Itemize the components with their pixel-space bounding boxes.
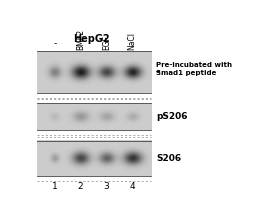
- Text: EGF: EGF: [102, 35, 111, 50]
- Text: 3: 3: [103, 182, 109, 191]
- Text: Pre-incubated with
Smad1 peptide: Pre-incubated with Smad1 peptide: [156, 62, 232, 76]
- Text: BMP2: BMP2: [76, 29, 85, 50]
- Bar: [37, 51, 151, 93]
- Text: -: -: [53, 39, 56, 48]
- Text: 2: 2: [78, 182, 83, 191]
- Text: HepG2: HepG2: [73, 34, 110, 44]
- Text: pS206: pS206: [156, 112, 187, 121]
- Bar: [37, 141, 151, 176]
- Text: 4: 4: [129, 182, 135, 191]
- Bar: [37, 103, 151, 130]
- Text: 1: 1: [52, 182, 58, 191]
- Text: –: –: [156, 67, 161, 76]
- Text: NaCl: NaCl: [128, 32, 137, 50]
- Text: S206: S206: [156, 154, 181, 163]
